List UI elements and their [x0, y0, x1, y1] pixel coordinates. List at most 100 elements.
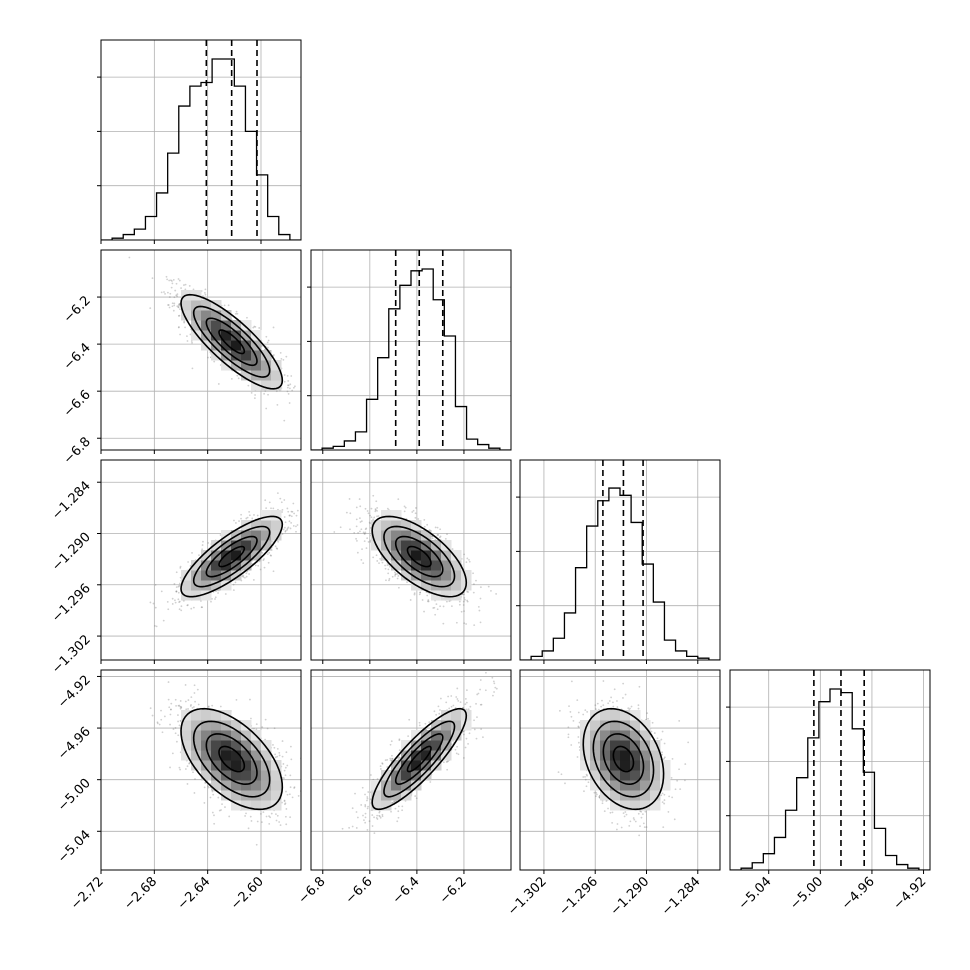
density-bin — [241, 550, 252, 561]
contour-level-3 — [192, 525, 271, 588]
sample-point — [444, 537, 447, 540]
sample-point — [167, 608, 170, 611]
contour-level-4 — [180, 293, 284, 390]
density-bin — [211, 320, 222, 331]
sample-point — [246, 516, 249, 519]
panel-frame — [310, 249, 512, 451]
sample-point — [253, 325, 256, 328]
sample-point — [358, 517, 361, 519]
sample-point — [173, 296, 176, 299]
sample-point — [283, 419, 286, 422]
density-bin — [201, 560, 212, 571]
sample-point — [265, 507, 268, 510]
density-bin — [261, 510, 272, 521]
sample-point — [176, 295, 179, 298]
sample-point — [427, 600, 430, 603]
density-bin — [241, 560, 252, 571]
sample-point — [375, 554, 378, 557]
panel-2-0: −1.302−1.296−1.290−1.284 — [49, 459, 302, 677]
sample-point — [462, 604, 465, 606]
sample-point — [307, 381, 309, 383]
sample-point — [198, 554, 200, 557]
sample-point — [186, 783, 189, 785]
sample-point — [357, 532, 359, 534]
density-bin — [231, 550, 242, 561]
contour-level-4 — [371, 515, 468, 598]
sample-point — [236, 312, 239, 315]
sample-point — [171, 603, 174, 605]
sample-point — [179, 333, 181, 336]
sample-point — [263, 566, 266, 569]
density-bin — [431, 570, 442, 581]
sample-point — [167, 291, 169, 294]
sample-point — [423, 518, 426, 521]
sample-point — [355, 518, 358, 521]
panel-plot-area — [101, 460, 301, 660]
sample-point — [283, 380, 286, 383]
density-bin — [221, 350, 232, 361]
sample-point — [463, 593, 465, 596]
sample-point — [439, 535, 442, 538]
sample-point — [211, 597, 213, 600]
sample-point — [233, 519, 235, 522]
sample-point — [287, 392, 290, 395]
density-bin — [181, 310, 192, 321]
density-bin — [211, 340, 222, 351]
sample-point — [178, 326, 180, 328]
sample-point — [432, 607, 435, 609]
sample-point — [468, 560, 471, 563]
sample-point — [462, 593, 464, 596]
sample-point — [254, 394, 257, 396]
sample-point — [434, 526, 437, 529]
sample-point — [374, 510, 377, 513]
sample-point — [281, 533, 284, 535]
sample-point — [475, 579, 477, 582]
sample-point — [170, 279, 172, 282]
sample-point — [466, 590, 469, 593]
contour-level-1 — [218, 545, 246, 568]
sample-point — [164, 292, 166, 295]
sample-point — [171, 280, 173, 282]
sample-point — [286, 528, 289, 531]
sample-point — [175, 586, 178, 589]
density-bin — [421, 560, 432, 571]
sample-point — [387, 572, 390, 575]
y-tick-label: −6.8 — [61, 434, 94, 467]
y-tick-label: −1.296 — [49, 581, 94, 626]
sample-point — [171, 282, 174, 285]
sample-point — [369, 540, 372, 543]
sample-point — [242, 576, 245, 578]
sample-point — [190, 607, 193, 610]
sample-point — [495, 593, 498, 595]
sample-point — [435, 603, 438, 606]
density-bin — [451, 580, 462, 591]
sample-point — [264, 718, 267, 721]
y-tick-label: −1.284 — [49, 478, 94, 523]
panel-1-0: −6.8−6.6−6.4−6.2 — [61, 249, 309, 467]
density-bin — [201, 550, 212, 561]
sample-point — [356, 539, 358, 542]
sample-point — [179, 308, 181, 311]
contour-level-2 — [205, 317, 258, 367]
sample-point — [355, 525, 358, 528]
density-bin — [181, 580, 192, 591]
sample-point — [268, 501, 271, 504]
y-tick-label: −6.2 — [61, 293, 94, 326]
sample-point — [209, 796, 212, 799]
panel-plot-area — [520, 460, 720, 660]
sample-point — [283, 374, 286, 376]
sample-point — [172, 309, 175, 312]
sample-point — [201, 544, 204, 546]
sample-point — [466, 599, 469, 602]
sample-point — [275, 547, 278, 550]
sample-point — [291, 510, 294, 513]
sample-point — [287, 380, 290, 382]
sample-point — [284, 774, 287, 777]
density-bin — [231, 350, 242, 361]
sample-point — [248, 514, 251, 517]
sample-point — [179, 719, 182, 722]
sample-point — [201, 606, 204, 609]
density-bin — [241, 360, 252, 371]
sample-point — [472, 591, 475, 594]
